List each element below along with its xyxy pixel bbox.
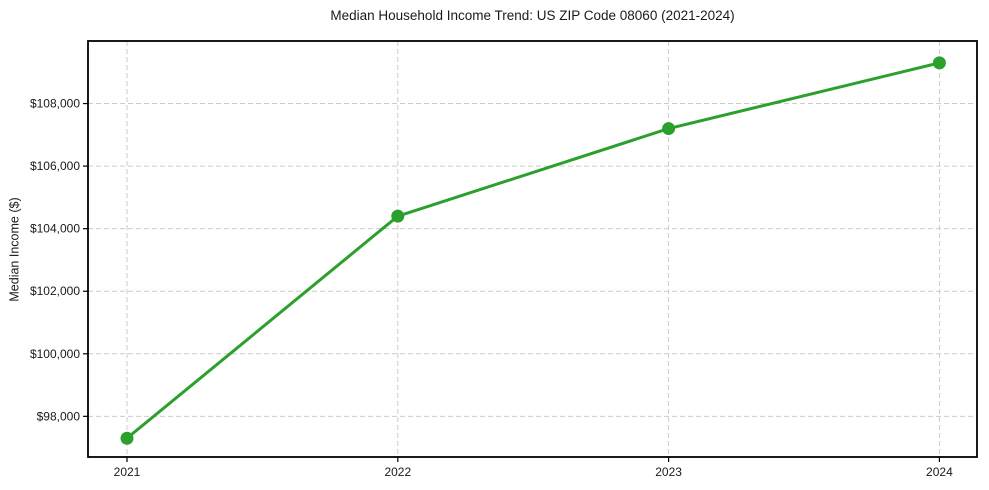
plot-border — [87, 40, 978, 458]
y-tick-label: $106,000 — [30, 159, 80, 173]
y-tick-label: $98,000 — [37, 409, 81, 423]
y-axis-label: Median Income ($) — [7, 197, 22, 302]
x-tick-label: 2021 — [114, 465, 141, 479]
y-tick-label: $102,000 — [30, 284, 80, 298]
data-point-2022 — [391, 209, 405, 223]
y-tick-label: $108,000 — [30, 97, 80, 111]
data-point-2021 — [120, 431, 134, 445]
data-point-2024 — [932, 56, 946, 70]
data-point-2023 — [662, 122, 676, 136]
chart-title: Median Household Income Trend: US ZIP Co… — [330, 8, 735, 23]
income-trend-line — [125, 61, 941, 440]
y-tick-label: $104,000 — [30, 222, 80, 236]
y-tick-label: $100,000 — [30, 347, 80, 361]
x-tick-label: 2022 — [384, 465, 411, 479]
x-tick-label: 2023 — [655, 465, 682, 479]
x-tick-label: 2024 — [926, 465, 953, 479]
